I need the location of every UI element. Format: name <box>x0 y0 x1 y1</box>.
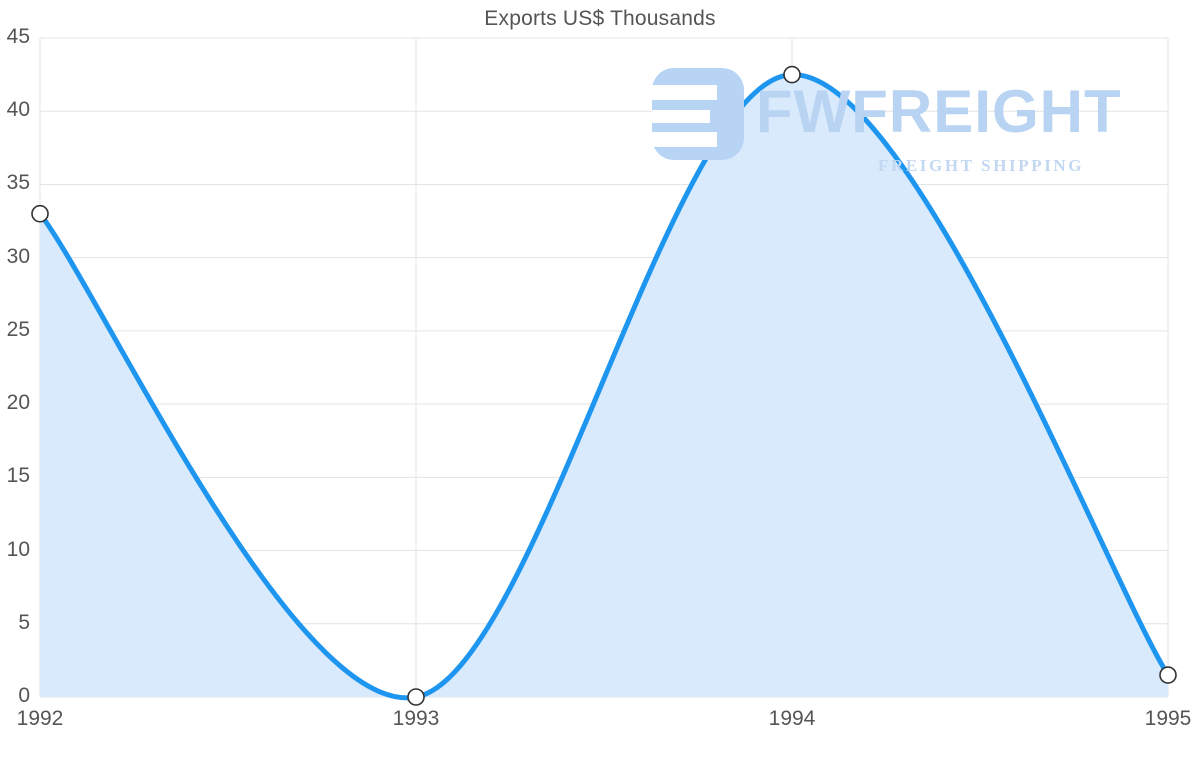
x-axis-tick-label: 1994 <box>768 707 816 730</box>
data-line <box>37 72 1171 701</box>
y-axis-tick-label: 25 <box>6 317 30 341</box>
y-axis-tick-label: 20 <box>6 391 30 415</box>
x-axis-tick-label: 1992 <box>16 707 64 730</box>
x-axis-tick-label: 1995 <box>1144 707 1192 730</box>
y-axis-tick-label: 0 <box>18 684 30 707</box>
area-fill <box>40 74 1168 698</box>
y-axis-tick-label: 35 <box>6 171 30 195</box>
y-axis-tick-label: 30 <box>6 244 30 268</box>
data-point-marker[interactable] <box>1159 666 1177 684</box>
data-point-marker[interactable] <box>783 65 801 84</box>
data-point-marker[interactable] <box>407 688 425 706</box>
chart-title: Exports US$ Thousands <box>484 7 716 30</box>
x-axis-tick-label: 1993 <box>392 707 440 730</box>
data-point-marker[interactable] <box>31 204 49 223</box>
y-axis-tick-label: 5 <box>18 610 30 634</box>
y-axis-tick-label: 45 <box>6 25 30 48</box>
y-axis-tick-label: 10 <box>6 537 30 561</box>
data-point-markers <box>31 65 1177 706</box>
y-axis-tick-label: 40 <box>6 98 30 122</box>
y-axis-tick-label: 15 <box>6 464 30 488</box>
